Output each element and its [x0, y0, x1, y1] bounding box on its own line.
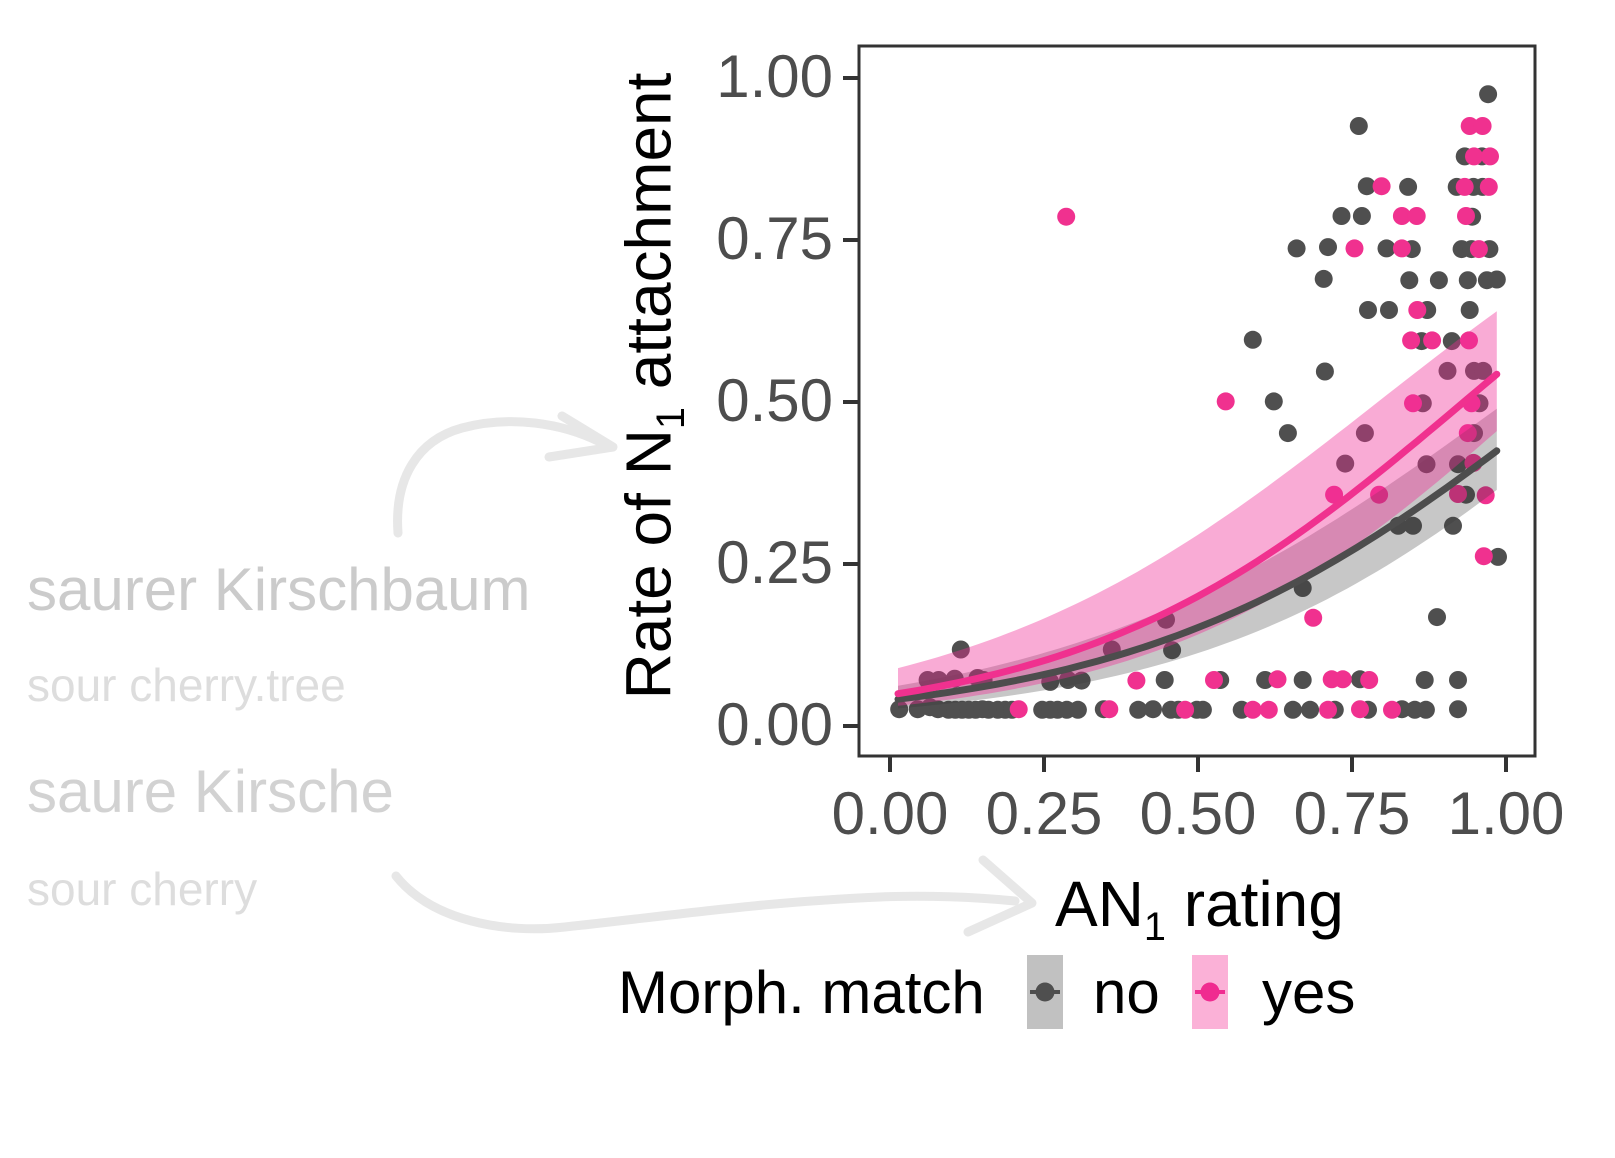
y-tick-label-0.75: 0.75 — [716, 205, 833, 272]
fit-line-yes — [894, 370, 1501, 698]
fit-line-no — [894, 447, 1501, 703]
annotation-arrows — [391, 411, 1037, 937]
axis-tick-marks — [843, 76, 1508, 772]
arrow-to-y-axis — [393, 417, 605, 538]
confidence-ribbon-no — [898, 408, 1497, 709]
annotation-gloss-tree: sour cherry.tree — [27, 659, 346, 711]
y-tick-label-0.25: 0.25 — [716, 529, 833, 596]
annotation-german-fruit: saure Kirsche — [27, 758, 394, 825]
x-tick-label-0.50: 0.50 — [1139, 780, 1257, 847]
legend-label-no: no — [1093, 959, 1160, 1026]
arrow-to-y-axis-head — [544, 411, 618, 462]
fit-lines — [894, 370, 1501, 703]
annotation-gloss-fruit: sour cherry — [27, 863, 258, 915]
arrow-to-x-axis-head — [963, 855, 1037, 937]
panel-border — [857, 44, 1537, 758]
x-tick-label-1.00: 1.00 — [1447, 780, 1565, 847]
legend-key-no — [1027, 955, 1063, 1029]
arrow-to-x-axis — [391, 871, 1020, 934]
y-tick-label-0.50: 0.50 — [716, 367, 833, 434]
annotation-german-tree: saurer Kirschbaum — [27, 556, 531, 623]
x-tick-label-0.00: 0.00 — [831, 780, 949, 847]
x-axis-title: AN1 rating — [1055, 872, 1344, 947]
legend-title: Morph. match — [618, 959, 985, 1026]
x-tick-label-0.75: 0.75 — [1293, 780, 1411, 847]
y-tick-label-0.00: 0.00 — [716, 691, 833, 758]
legend-label-yes: yes — [1262, 959, 1356, 1026]
x-axis-title-subscript: 1 — [1143, 904, 1166, 949]
x-tick-label-0.25: 0.25 — [985, 780, 1103, 847]
scatter-points-no — [890, 85, 1507, 719]
legend-key-no-point-icon — [1035, 982, 1055, 1002]
legend-key-yes-point-icon — [1200, 982, 1220, 1002]
y-tick-label-1.00: 1.00 — [716, 43, 833, 110]
legend-key-yes — [1192, 955, 1228, 1029]
x-axis-title-text: AN — [1055, 868, 1144, 940]
scatter-points — [890, 85, 1507, 719]
x-axis-title-rest: rating — [1165, 868, 1344, 940]
